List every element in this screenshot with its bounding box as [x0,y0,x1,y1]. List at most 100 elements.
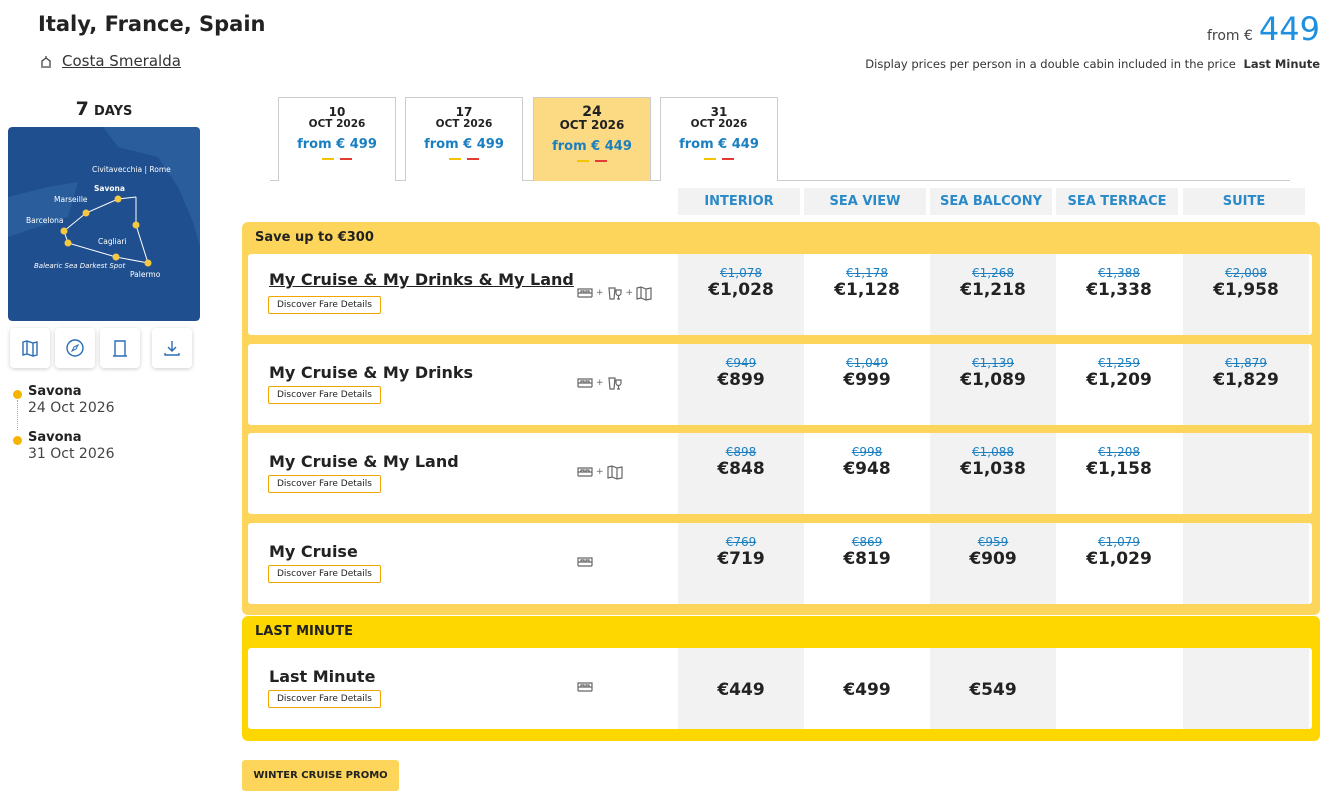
fare-row: My Cruise & My Drinks Discover Fare Detai… [248,343,1312,425]
tab-month: OCT 2026 [435,118,493,130]
flag-yellow [322,158,334,160]
plus: + [625,288,634,298]
stop-connector [17,400,18,430]
fare-row: My Cruise & My Land Discover Fare Details… [248,433,1312,514]
map-port [112,253,120,261]
old-price: €1,178 [846,266,888,280]
new-price: €948 [843,459,891,479]
compass-button[interactable] [55,328,95,368]
fare-details-button[interactable]: Discover Fare Details [268,385,381,404]
fare-details-button[interactable]: Discover Fare Details [268,564,381,583]
cabin-header: INTERIOR [678,188,800,215]
flag-yellow [577,160,589,162]
new-price: €1,338 [1086,280,1152,300]
fare-row: My Cruise Discover Fare Details €769 €719 €8… [248,522,1312,604]
map-tools [10,328,192,368]
tab-flags [279,158,395,160]
cabin-button[interactable] [100,328,140,368]
group-title: Save up to €300 [255,230,374,245]
flag-red [467,158,479,160]
download-button[interactable] [152,328,192,368]
plus: + [596,288,604,298]
fare-details-button[interactable]: Discover Fare Details [268,475,381,493]
new-price: €449 [717,680,765,700]
date-tab[interactable]: 10 OCT 2026 from € 499 [278,97,396,181]
promo-button[interactable]: WINTER CRUISE PROMO [242,760,399,791]
tab-flags [534,160,650,162]
map-label: Marseille [54,195,88,204]
new-price: €1,829 [1213,369,1279,390]
tab-month: OCT 2026 [559,118,625,132]
stop-dot [13,436,22,445]
ship-name[interactable]: Costa Smeralda [62,52,181,70]
stop-date: 24 Oct 2026 [28,400,115,416]
old-price: €1,268 [972,266,1014,280]
price-cell [1056,648,1182,729]
new-price: €1,158 [1086,459,1152,479]
new-price: €1,209 [1086,369,1152,390]
bed-icon [577,288,593,298]
old-price: €1,879 [1225,355,1267,370]
cabin-header: SEA VIEW [804,188,926,215]
new-price: €1,038 [960,459,1026,479]
fare-name: My Cruise & My Land [269,452,459,471]
price-cell: €769 €719 [678,522,804,604]
tab-price: from € 449 [679,137,759,152]
map-label: Cagliari [98,237,127,246]
fare-services: + [576,374,624,392]
price-cell [1183,522,1309,604]
plus: + [596,377,604,388]
date-tab[interactable]: 17 OCT 2026 from € 499 [405,97,523,181]
tab-day: 24 [582,104,602,120]
price-cell: €1,178 €1,128 [804,254,930,335]
fare-details-button[interactable]: Discover Fare Details [268,690,381,708]
bed-icon [577,556,593,567]
price-cell: €1,049 €999 [804,343,930,425]
route-map[interactable]: Civitavecchia | Rome Savona Marseille Barce… [8,127,200,321]
cabin-header: SEA TERRACE [1056,188,1178,215]
price-cell: €1,079 €1,029 [1056,522,1182,604]
new-price: €848 [717,459,765,479]
map-port [60,227,68,235]
price-cell: €2,008 €1,958 [1183,254,1309,335]
flag-yellow [704,158,716,160]
tabs-line [270,180,1290,181]
new-price: €1,218 [960,280,1026,300]
fare-details-button[interactable]: Discover Fare Details [268,296,381,314]
old-price: €1,259 [1098,355,1140,370]
fare-name: Last Minute [269,667,376,686]
stop-date: 31 Oct 2026 [28,446,115,462]
new-price: €819 [843,548,891,569]
fare-services: + + [576,284,653,302]
old-price: €1,049 [846,355,888,370]
map-port [144,259,152,267]
date-tab[interactable]: 31 OCT 2026 from € 449 [660,97,778,181]
tab-month: OCT 2026 [308,118,366,130]
tab-month: OCT 2026 [690,118,748,130]
stop-port: Savona [28,430,82,445]
date-tab[interactable]: 24 OCT 2026 from € 449 [533,97,651,181]
map-button[interactable] [10,328,50,368]
ship-link[interactable]: Costa Smeralda [38,52,181,70]
price-cell: €1,139 €1,089 [930,343,1056,425]
price-cell: €1,879 €1,829 [1183,343,1309,425]
price-cell: €1,259 €1,209 [1056,343,1182,425]
map-port [64,239,72,247]
price-cell: €998 €948 [804,433,930,514]
new-price: €899 [717,369,765,390]
map-port [114,195,122,203]
price-prefix: from € [1206,28,1253,44]
tab-flags [661,158,777,160]
price-cell: €1,388 €1,338 [1056,254,1182,335]
old-price: €1,078 [720,266,762,280]
tab-day: 31 [710,105,728,119]
new-price: €909 [969,548,1017,569]
stop-port: Savona [28,384,82,399]
drink-icon [607,287,622,300]
fare-services [576,553,594,571]
plus: + [596,467,604,477]
price-cell [1183,648,1309,729]
fare-group: Save up to €300 My Cruise & My Drinks & M… [242,222,1320,615]
itinerary: Savona 24 Oct 2026 Savona 31 Oct 2026 [10,384,200,476]
fare-row: My Cruise & My Drinks & My Land Discover … [248,254,1312,335]
